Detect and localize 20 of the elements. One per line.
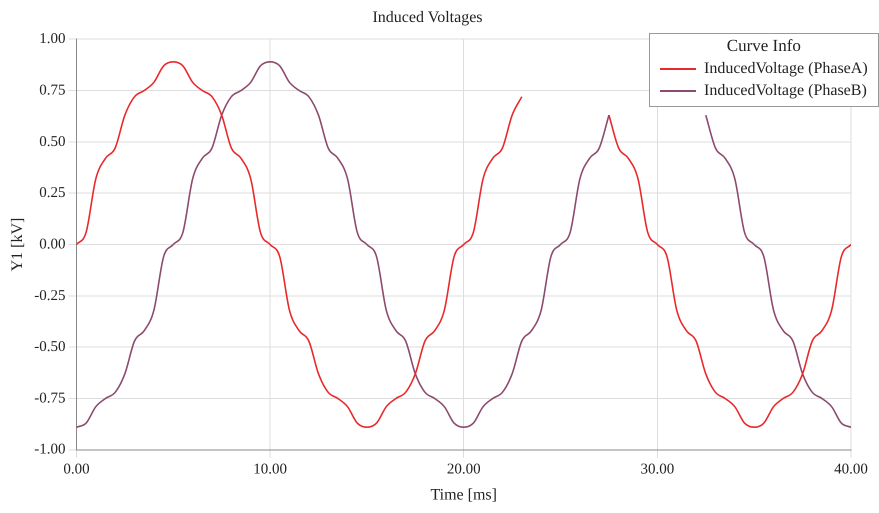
y-tick-label: -0.25 xyxy=(34,288,66,304)
x-tick-label: 30.00 xyxy=(640,462,674,478)
y-tick-label: -0.75 xyxy=(34,390,66,406)
legend-label: InducedVoltage (PhaseB) xyxy=(704,81,867,102)
y-tick-label: 0.75 xyxy=(39,82,66,98)
x-tick-label: 0.00 xyxy=(63,462,90,478)
x-tick-label: 20.00 xyxy=(446,462,481,478)
y-tick-label: -1.00 xyxy=(34,442,66,458)
legend-label: InducedVoltage (PhaseA) xyxy=(704,59,868,80)
y-tick-label: 1.00 xyxy=(39,31,66,48)
x-tick-label: 10.00 xyxy=(253,462,287,478)
x-tick-label: 40.00 xyxy=(834,462,868,478)
y-tick-label: 0.25 xyxy=(39,185,66,202)
x-axis-title: Time [ms] xyxy=(430,486,497,504)
y-axis-title: Y1 [kV] xyxy=(8,218,26,272)
legend-title: Curve Info xyxy=(726,36,802,56)
chart-title: Induced Voltages xyxy=(372,8,483,26)
y-tick-label: 0.00 xyxy=(39,236,66,252)
y-tick-label: -0.50 xyxy=(34,339,66,356)
y-tick-label: 0.50 xyxy=(39,134,66,150)
